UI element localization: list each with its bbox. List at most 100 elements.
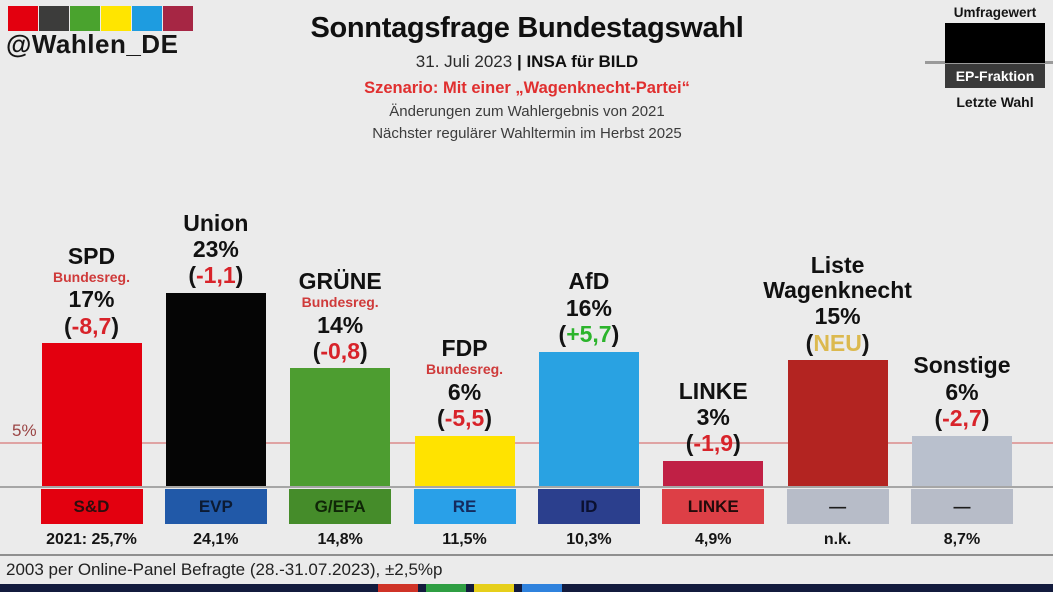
scenario-line: Szenario: Mit einer „Wagenknecht-Partei“ [364,79,690,97]
party-name: Liste Wagenknecht [763,251,912,303]
paren-close: ) [360,337,368,364]
party-bar [290,368,391,486]
party-poll-value: 23% [192,235,239,262]
paren-close: ) [981,405,990,432]
party-column: Liste Wagenknecht 15% (NEU) — n.k. [763,150,912,553]
note-next-election: Nächster regulärer Wahltermin im Herbst … [372,125,682,142]
footer-separator [0,554,1053,556]
legend-ep-fraktion-badge: EP-Fraktion [945,64,1045,88]
bottom-bar-segment [474,584,514,592]
paren-close: ) [861,329,870,356]
party-change-value: +5,7 [566,321,612,348]
logo-square [70,6,100,31]
party-change-value: -0,8 [320,337,360,364]
last-election-value: 14,8% [317,531,363,548]
party-bar [41,343,142,486]
ep-fraktion-box: G/EFA [289,489,392,524]
bottom-bar-segment [378,584,418,592]
party-poll-value: 14% [317,311,364,338]
ep-fraktion-box: — [910,489,1013,524]
party-label-stack: GRÜNE Bundesreg. 14% (-0,8) [260,150,420,486]
party-column: AfD 16% (+5,7) ID 10,3% [527,150,651,553]
party-poll-value: 3% [696,403,730,430]
paren-close: ) [611,321,620,348]
party-change-value: -5,5 [444,405,485,432]
party-label-stack: FDP Bundesreg. 6% (-5,5) [385,150,545,486]
ep-fraktion-box: EVP [164,489,267,524]
last-election-value: 24,1% [193,531,239,548]
bottom-color-bar [0,584,1053,592]
party-change-value: -1,9 [693,430,734,457]
party-column: Union 23% (-1,1) EVP 24,1% [154,150,278,553]
legend-poll-label: Umfragewert [953,5,1037,20]
party-bar [787,360,888,486]
party-name: Sonstige [913,352,1011,379]
dateline: 31. Juli 2023 | INSA für BILD [230,52,824,72]
logo-square [132,6,162,31]
party-name: AfD [568,268,610,295]
ep-fraktion-box: — [786,489,889,524]
party-column: GRÜNE Bundesreg. 14% (-0,8) G/EFA 14,8% [278,150,402,553]
party-name: SPD [67,242,116,269]
paren-open: ( [437,405,445,432]
last-election-value: n.k. [823,531,852,548]
paren-open: ( [188,262,197,289]
last-election-value: 4,9% [695,531,732,548]
paren-close: ) [733,430,741,457]
party-name: Union [183,209,249,236]
logo-square [39,6,69,31]
paren-close: ) [111,312,119,339]
logo-square [163,6,193,31]
party-poll-value: 16% [565,294,612,321]
paren-close: ) [235,262,244,289]
wahlen-de-logo-squares [8,6,193,31]
party-change-value: -2,7 [942,405,982,432]
party-change: (-5,5) [437,405,492,431]
party-poll-value: 17% [68,286,115,313]
bottom-bar-segment [426,584,466,592]
paren-open: ( [558,321,567,348]
party-bar [663,460,764,486]
legend-poll-swatch [945,23,1045,63]
party-change: (NEU) [806,330,870,356]
party-column: Sonstige 6% (-2,7) — 8,7% [900,150,1024,553]
party-change: (-0,8) [313,338,368,364]
logo-square [8,6,38,31]
party-gov-note: Bundesreg. [426,361,504,378]
note-changes: Änderungen zum Wahlergebnis von 2021 [389,103,665,120]
page-title: Sonntagsfrage Bundestagswahl [310,12,744,44]
party-gov-note: Bundesreg. [301,294,379,311]
last-election-value: 8,7% [943,531,981,548]
party-change: (-2,7) [934,405,989,431]
party-change: (-8,7) [64,313,119,339]
party-change-value: -8,7 [71,312,112,339]
party-label-stack: LINKE 3% (-1,9) [633,150,793,486]
party-poll-value: 6% [447,378,482,405]
party-poll-value: 6% [945,378,979,405]
last-election-value: 11,5% [442,531,487,548]
logo-square [101,6,131,31]
party-bar [911,435,1012,486]
party-label-stack: Union 23% (-1,1) [136,150,296,486]
party-column: FDP Bundesreg. 6% (-5,5) RE 11,5% [403,150,527,553]
paren-open: ( [685,430,694,457]
dateline-separator: | [516,52,522,71]
party-bar [165,292,266,486]
party-label-stack: SPD Bundesreg. 17% (-8,7) [12,150,172,486]
legend-letzte-wahl-label: Letzte Wahl [956,94,1034,110]
survey-note: 2003 per Online-Panel Befragte (28.-31.0… [6,560,443,579]
party-label-stack: Liste Wagenknecht 15% (NEU) [758,150,918,486]
party-poll-value: 15% [814,303,861,330]
paren-open: ( [805,329,814,356]
poll-date: 31. Juli 2023 [415,52,513,71]
account-handle: @Wahlen_DE [6,29,179,59]
header: Sonntagsfrage Bundestagswahl 31. Juli 20… [230,12,824,142]
ep-fraktion-box: RE [413,489,516,524]
paren-open: ( [312,337,321,364]
party-gov-note: Bundesreg. [52,268,130,285]
legend: Umfragewert EP-Fraktion Letzte Wahl [945,5,1045,110]
ep-fraktion-box: S&D [40,489,143,524]
last-election-value: 2021: 25,7% [46,531,137,548]
paren-open: ( [934,405,943,432]
